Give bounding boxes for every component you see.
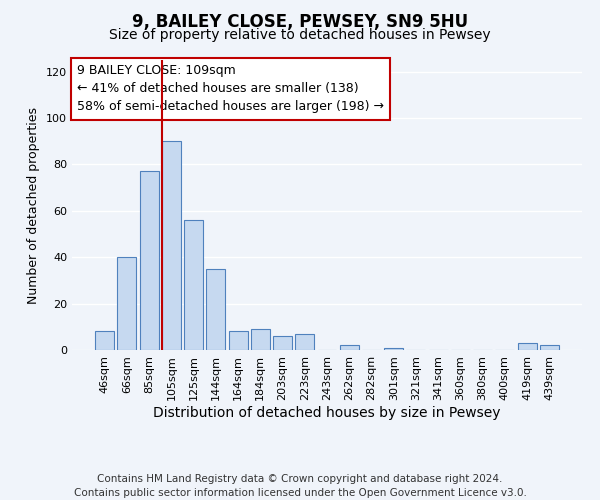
Bar	[206, 269, 225, 350]
Bar	[340, 346, 359, 350]
Bar	[140, 172, 158, 350]
Bar	[295, 334, 314, 350]
Bar	[540, 346, 559, 350]
X-axis label: Distribution of detached houses by size in Pewsey: Distribution of detached houses by size …	[153, 406, 501, 419]
Y-axis label: Number of detached properties: Number of detached properties	[28, 106, 40, 304]
Bar	[229, 332, 248, 350]
Text: Size of property relative to detached houses in Pewsey: Size of property relative to detached ho…	[109, 28, 491, 42]
Bar	[384, 348, 403, 350]
Bar	[184, 220, 203, 350]
Bar	[162, 141, 181, 350]
Bar	[251, 329, 270, 350]
Text: 9 BAILEY CLOSE: 109sqm
← 41% of detached houses are smaller (138)
58% of semi-de: 9 BAILEY CLOSE: 109sqm ← 41% of detached…	[77, 64, 384, 114]
Text: Contains HM Land Registry data © Crown copyright and database right 2024.
Contai: Contains HM Land Registry data © Crown c…	[74, 474, 526, 498]
Text: 9, BAILEY CLOSE, PEWSEY, SN9 5HU: 9, BAILEY CLOSE, PEWSEY, SN9 5HU	[132, 12, 468, 30]
Bar	[95, 332, 114, 350]
Bar	[518, 343, 536, 350]
Bar	[273, 336, 292, 350]
Bar	[118, 257, 136, 350]
